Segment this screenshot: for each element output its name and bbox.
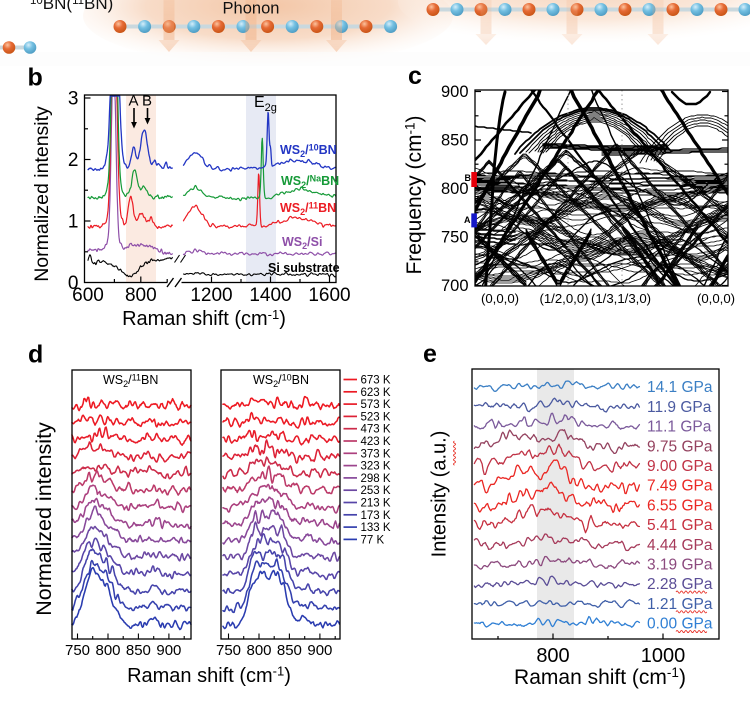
svg-text:0.00 GPa: 0.00 GPa	[647, 616, 713, 633]
svg-text:9.00 GPa: 9.00 GPa	[647, 458, 713, 475]
svg-text:WS2/11BN: WS2/11BN	[103, 373, 158, 390]
svg-text:800: 800	[246, 642, 271, 659]
svg-text:0: 0	[68, 273, 79, 294]
svg-text:573 K: 573 K	[361, 399, 391, 411]
svg-text:9.75 GPa: 9.75 GPa	[647, 438, 713, 455]
svg-text:173 K: 173 K	[361, 510, 391, 522]
svg-text:1: 1	[68, 212, 79, 233]
svg-text:Normalized intensity: Normalized intensity	[31, 106, 53, 282]
svg-text:700: 700	[441, 277, 469, 295]
svg-text:Frequency (cm-1): Frequency (cm-1)	[403, 115, 427, 274]
svg-text:423 K: 423 K	[361, 436, 391, 448]
svg-text:750: 750	[441, 229, 469, 247]
svg-text:11.1 GPa: 11.1 GPa	[647, 419, 712, 436]
svg-text:b: b	[28, 64, 43, 92]
svg-text:B: B	[142, 93, 152, 110]
svg-text:900: 900	[441, 83, 469, 101]
svg-text:2.28 GPa: 2.28 GPa	[647, 576, 713, 593]
svg-text:3: 3	[68, 89, 79, 110]
svg-text:133 K: 133 K	[361, 522, 391, 534]
svg-text:Phonon: Phonon	[223, 0, 280, 18]
svg-text:3.19 GPa: 3.19 GPa	[647, 557, 713, 574]
svg-text:1400: 1400	[249, 285, 291, 306]
svg-text:1000: 1000	[641, 645, 686, 667]
svg-text:d: d	[28, 341, 43, 369]
svg-text:(1/2,0,0): (1/2,0,0)	[539, 291, 588, 306]
svg-text:Raman shift (cm-1): Raman shift (cm-1)	[127, 664, 291, 688]
svg-text:850: 850	[277, 642, 302, 659]
svg-text:14.1 GPa: 14.1 GPa	[647, 379, 713, 396]
svg-text:WS2/10BN: WS2/10BN	[253, 373, 309, 390]
svg-text:213 K: 213 K	[361, 498, 391, 510]
svg-text:750: 750	[65, 642, 90, 659]
svg-text:673 K: 673 K	[361, 375, 391, 387]
svg-text:2: 2	[68, 150, 79, 171]
svg-text:4.44 GPa: 4.44 GPa	[647, 537, 713, 554]
svg-text:WS2/11BN: WS2/11BN	[280, 201, 336, 218]
svg-text:800: 800	[536, 645, 569, 667]
svg-text:(0,0,0): (0,0,0)	[697, 291, 735, 306]
svg-text:10BN(11BN): 10BN(11BN)	[30, 0, 113, 13]
svg-text:1600: 1600	[308, 285, 350, 306]
svg-text:Raman shift (cm-1): Raman shift (cm-1)	[122, 307, 286, 330]
svg-text:A: A	[464, 215, 471, 225]
svg-text:523 K: 523 K	[361, 411, 391, 423]
svg-text:B: B	[465, 173, 472, 183]
svg-text:11.9 GPa: 11.9 GPa	[647, 399, 712, 416]
svg-text:1200: 1200	[190, 285, 232, 306]
svg-text:WS2/10BN: WS2/10BN	[280, 143, 337, 160]
svg-text:77 K: 77 K	[361, 534, 385, 546]
svg-text:e: e	[423, 340, 437, 368]
svg-text:Raman shift (cm-1): Raman shift (cm-1)	[514, 665, 686, 689]
svg-text:5.41 GPa: 5.41 GPa	[647, 517, 713, 534]
svg-text:323 K: 323 K	[361, 461, 391, 473]
svg-text:750: 750	[216, 642, 241, 659]
svg-text:(0,0,0): (0,0,0)	[481, 291, 519, 306]
svg-text:Si substrate: Si substrate	[268, 261, 340, 275]
svg-text:1.21 GPa: 1.21 GPa	[647, 596, 713, 613]
svg-text:373 K: 373 K	[361, 448, 391, 460]
svg-text:800: 800	[125, 285, 157, 306]
svg-text:298 K: 298 K	[361, 473, 391, 485]
svg-text:253 K: 253 K	[361, 485, 391, 497]
svg-text:850: 850	[441, 132, 469, 150]
svg-text:800: 800	[95, 642, 120, 659]
svg-text:7.49 GPa: 7.49 GPa	[647, 478, 713, 495]
svg-text:623 K: 623 K	[361, 387, 391, 399]
svg-text:(1/3,1/3,0): (1/3,1/3,0)	[591, 291, 651, 306]
svg-text:A: A	[128, 93, 138, 110]
svg-text:Intensity (a.u.): Intensity (a.u.)	[429, 431, 451, 558]
svg-text:850: 850	[126, 642, 151, 659]
svg-text:900: 900	[156, 642, 181, 659]
svg-text:6.55 GPa: 6.55 GPa	[647, 497, 713, 514]
svg-text:c: c	[408, 62, 422, 90]
svg-text:Normalized intensity: Normalized intensity	[32, 422, 56, 616]
svg-text:473 K: 473 K	[361, 424, 391, 436]
svg-text:900: 900	[307, 642, 332, 659]
